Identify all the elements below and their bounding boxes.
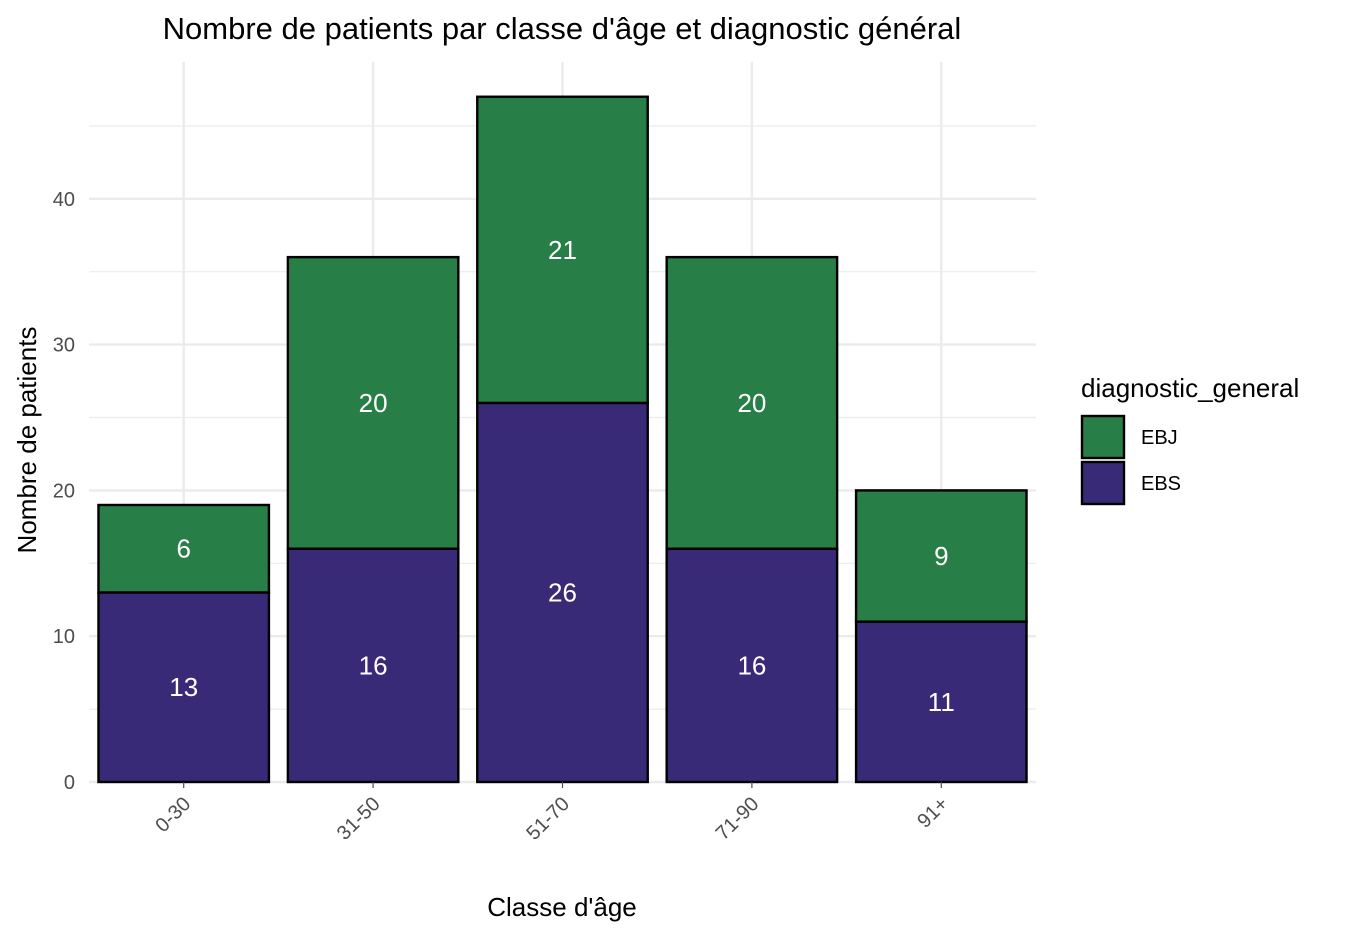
bar-ebj-91+ xyxy=(854,489,1028,623)
bar-ebj-31-50 xyxy=(286,255,460,550)
legend-swatch-ebs xyxy=(1080,460,1126,506)
bar-value-label: 11 xyxy=(928,687,955,717)
legend-title: diagnostic_general xyxy=(1081,373,1299,403)
x-axis-title: Classe d'âge xyxy=(487,892,637,922)
bar-value-label: 6 xyxy=(176,534,190,564)
legend-label-ebj: EBJ xyxy=(1141,427,1178,449)
bars xyxy=(97,95,1028,784)
bar-value-label: 9 xyxy=(934,541,948,571)
bar-ebs-31-50 xyxy=(286,547,460,784)
bar-value-label: 20 xyxy=(737,388,766,418)
y-tick-label: 0 xyxy=(64,772,75,794)
x-tick-label: 31-50 xyxy=(333,793,385,845)
bar-ebj-0-30 xyxy=(97,503,271,594)
bar-ebj-51-70 xyxy=(476,95,649,405)
x-tick-label: 0-30 xyxy=(151,793,195,837)
bar-value-label: 13 xyxy=(169,672,198,702)
bar-value-label: 20 xyxy=(359,388,388,418)
y-axis-title: Nombre de patients xyxy=(12,327,42,554)
x-axis: 0-30 31-50 51-70 71-90 91+ xyxy=(151,782,953,845)
y-tick-label: 40 xyxy=(53,189,75,211)
bar-ebs-91+ xyxy=(854,620,1028,784)
bar-ebs-0-30 xyxy=(97,591,271,784)
bar-ebj-71-90 xyxy=(665,255,839,550)
y-axis: 0 10 20 30 40 xyxy=(53,189,75,794)
legend: diagnostic_general EBJ EBS xyxy=(1080,373,1299,506)
chart-title: Nombre de patients par classe d'âge et d… xyxy=(163,11,962,46)
bar-value-label: 26 xyxy=(548,577,577,607)
bar-value-label: 21 xyxy=(548,235,577,265)
bar-labels: 13 6 16 20 26 21 16 20 11 9 xyxy=(169,235,955,717)
y-tick-label: 10 xyxy=(53,626,75,648)
x-tick-label: 91+ xyxy=(913,793,953,833)
y-tick-label: 20 xyxy=(53,480,75,502)
x-tick-label: 51-70 xyxy=(522,793,574,845)
legend-swatch-ebj xyxy=(1080,414,1126,460)
legend-label-ebs: EBS xyxy=(1141,473,1181,495)
x-tick-label: 71-90 xyxy=(712,793,764,845)
bar-value-label: 16 xyxy=(359,650,388,680)
y-tick-label: 30 xyxy=(53,335,75,357)
bar-value-label: 16 xyxy=(737,650,766,680)
